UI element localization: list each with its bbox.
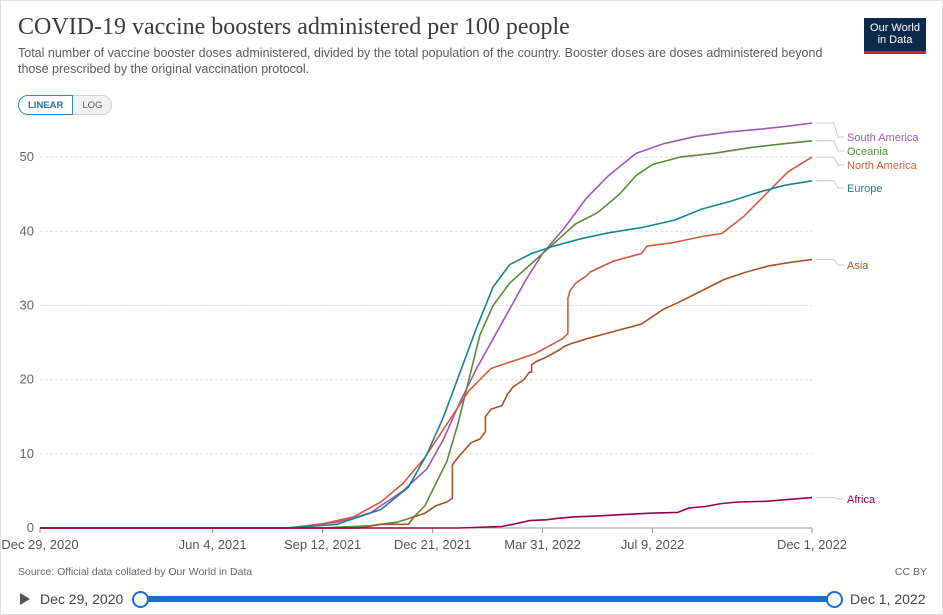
- logo-line-1: Our World: [870, 22, 920, 34]
- series-label: South America: [847, 132, 919, 144]
- series-label: Asia: [847, 260, 869, 272]
- logo-line-2: in Data: [877, 34, 913, 46]
- series-label-connector: [816, 122, 844, 138]
- x-tick-label: Jun 4, 2021: [179, 537, 247, 552]
- y-tick-label: 40: [20, 223, 34, 238]
- y-tick-label: 0: [27, 520, 34, 535]
- series-label: Africa: [847, 494, 876, 506]
- log-scale-button[interactable]: LOG: [73, 95, 113, 115]
- license-link[interactable]: CC BY: [894, 566, 927, 578]
- series-label-connector: [816, 497, 844, 500]
- timeline-end-handle[interactable]: [826, 591, 843, 608]
- series-line: [40, 140, 813, 529]
- x-tick-label: Dec 21, 2021: [394, 537, 471, 552]
- timeline-track[interactable]: [139, 596, 834, 602]
- y-tick-label: 50: [20, 149, 34, 164]
- series-label: Europe: [847, 183, 882, 195]
- linear-scale-button[interactable]: LINEAR: [18, 95, 74, 115]
- series-line: [40, 122, 813, 529]
- series-line: [40, 180, 813, 529]
- line-chart: 0 10 20 30 40 50 Dec 29, 2020 Jun 4, 2021 Sep 12…: [1, 122, 919, 552]
- chart-subtitle: Total number of vaccine booster doses ad…: [18, 46, 823, 76]
- series-label: Oceania: [847, 146, 889, 158]
- series-label-connector: [816, 180, 844, 189]
- series-line: [40, 156, 813, 529]
- series-label: North America: [847, 160, 918, 172]
- x-tick-label: Mar 31, 2022: [504, 537, 581, 552]
- y-tick-label: 20: [20, 372, 34, 387]
- y-tick-label: 30: [20, 297, 34, 312]
- chart-title: COVID-19 vaccine boosters administered p…: [18, 14, 570, 40]
- x-tick-label: Sep 12, 2021: [284, 537, 361, 552]
- x-tick-label: Dec 1, 2022: [777, 537, 847, 552]
- owid-logo[interactable]: Our World in Data: [864, 18, 926, 54]
- series-line: [40, 258, 813, 529]
- play-icon[interactable]: [20, 593, 30, 605]
- timeline-slider: Dec 29, 2020 Dec 1, 2022: [0, 588, 943, 612]
- timeline-start-label: Dec 29, 2020: [40, 591, 124, 607]
- series-label-connector: [816, 140, 844, 152]
- series-label-connector: [816, 259, 844, 266]
- source-note: Source: Official data collated by Our Wo…: [18, 566, 253, 578]
- scale-toggle: LINEAR LOG: [18, 95, 113, 115]
- series-label-connector: [816, 156, 844, 166]
- timeline-end-label: Dec 1, 2022: [850, 591, 926, 607]
- x-tick-label: Dec 29, 2020: [1, 537, 78, 552]
- series-line: [40, 496, 813, 529]
- x-tick-label: Jul 9, 2022: [621, 537, 685, 552]
- y-tick-label: 10: [20, 446, 34, 461]
- timeline-start-handle[interactable]: [132, 591, 149, 608]
